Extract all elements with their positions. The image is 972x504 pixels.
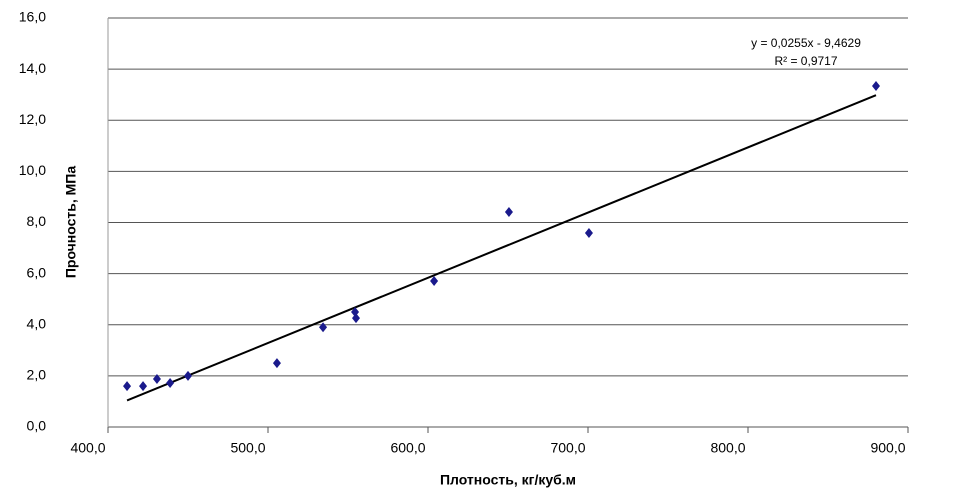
y-tick-label: 4,0	[27, 315, 47, 331]
y-tick-label: 2,0	[27, 367, 47, 383]
y-tick-label: 10,0	[19, 162, 46, 178]
y-tick-label: 0,0	[27, 418, 47, 434]
x-tick-label: 400,0	[70, 440, 105, 456]
y-axis-title: Прочность, МПа	[63, 166, 79, 279]
y-tick-label: 14,0	[19, 60, 46, 76]
data-point	[166, 378, 175, 389]
x-tick-label: 800,0	[710, 440, 745, 456]
data-point	[430, 276, 439, 287]
x-tick-label: 600,0	[390, 440, 425, 456]
data-point	[152, 373, 161, 384]
data-point	[872, 80, 880, 91]
x-tick-label: 500,0	[230, 440, 265, 456]
data-point	[184, 370, 192, 381]
data-point	[352, 313, 360, 324]
y-tick-label: 6,0	[27, 264, 47, 280]
data-point	[584, 227, 593, 238]
trend-r2: R² = 0,9717	[774, 54, 837, 68]
data-point	[272, 358, 281, 369]
data-point	[319, 322, 328, 333]
data-point	[139, 381, 148, 392]
trend-equation: y = 0,0255x - 9,4629	[751, 36, 861, 50]
y-tick-label: 16,0	[19, 9, 46, 25]
x-axis-title: Плотность, кг/куб.м	[440, 472, 576, 488]
x-tick-label: 900,0	[870, 440, 905, 456]
data-point	[123, 381, 132, 392]
y-tick-label: 12,0	[19, 111, 46, 127]
x-tick-label: 700,0	[550, 440, 585, 456]
trendline	[126, 94, 877, 402]
y-tick-label: 8,0	[27, 213, 47, 229]
data-point	[504, 207, 513, 218]
